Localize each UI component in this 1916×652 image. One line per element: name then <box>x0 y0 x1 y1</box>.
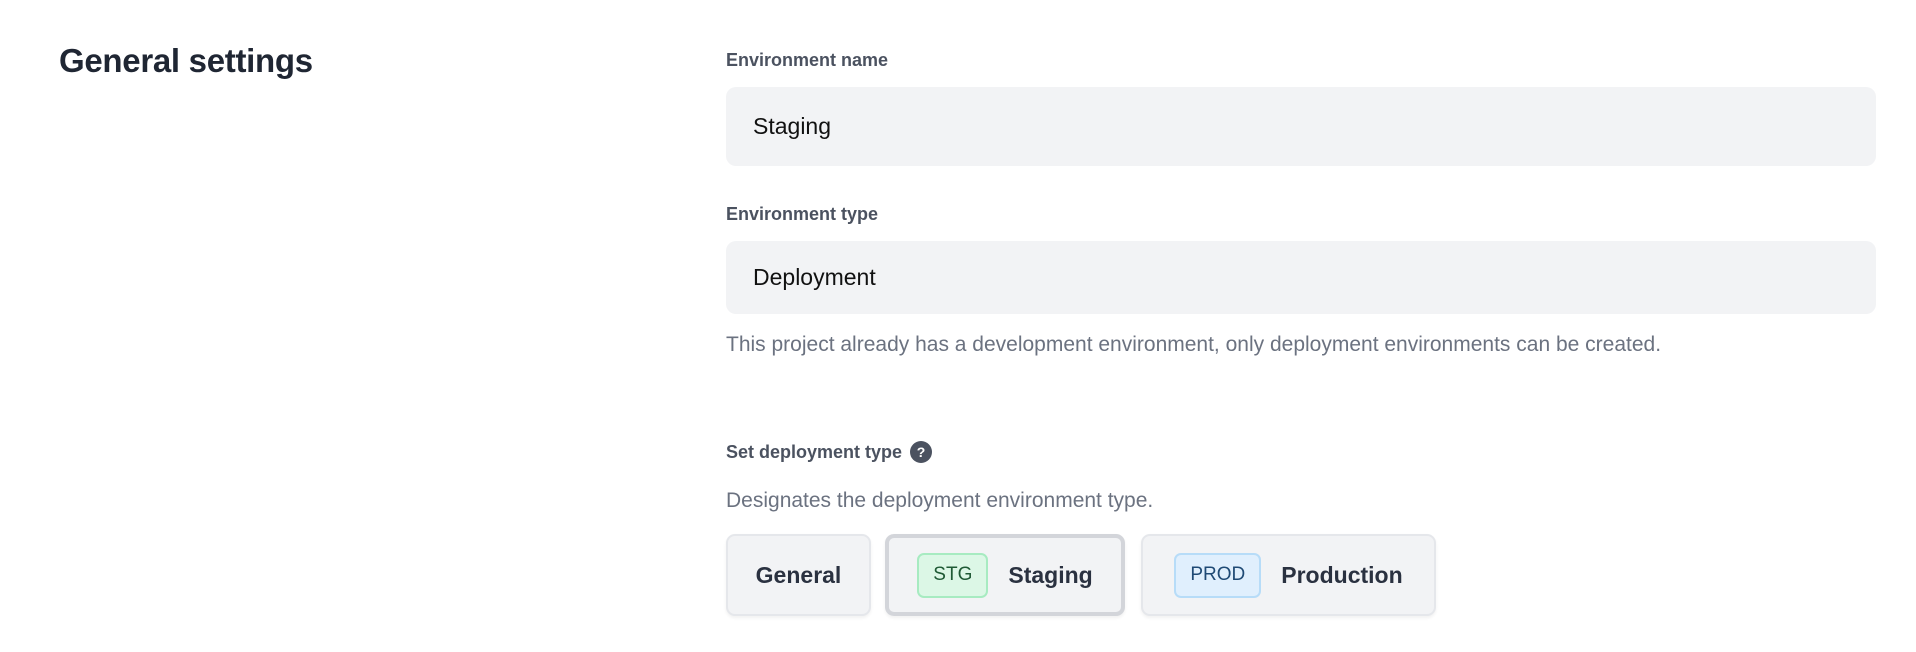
environment-type-label: Environment type <box>726 204 879 224</box>
environment-name-value: Staging <box>753 113 832 139</box>
environment-type-select[interactable]: Deployment <box>726 241 1876 314</box>
question-circle-icon[interactable]: ? <box>910 441 933 463</box>
environment-name-input[interactable]: Staging <box>726 87 1876 166</box>
deployment-type-label: Set deployment type <box>726 441 903 462</box>
deployment-option-general[interactable]: General <box>726 534 871 616</box>
option-label: Production <box>1281 561 1403 588</box>
environment-name-label: Environment name <box>726 50 889 70</box>
stg-badge: STG <box>917 552 989 598</box>
deployment-option-staging[interactable]: STG Staging <box>885 534 1125 616</box>
option-label: Staging <box>1008 561 1093 588</box>
deployment-type-description: Designates the deployment environment ty… <box>726 489 1154 512</box>
section-title: General settings <box>59 42 313 79</box>
prod-badge: PROD <box>1174 552 1262 598</box>
environment-type-help: This project already has a development e… <box>726 333 1662 356</box>
environment-type-value: Deployment <box>753 264 876 290</box>
deployment-type-label-row: Set deployment type ? <box>726 441 933 463</box>
option-label: General <box>755 561 842 588</box>
deployment-option-production[interactable]: PROD Production <box>1141 534 1436 616</box>
